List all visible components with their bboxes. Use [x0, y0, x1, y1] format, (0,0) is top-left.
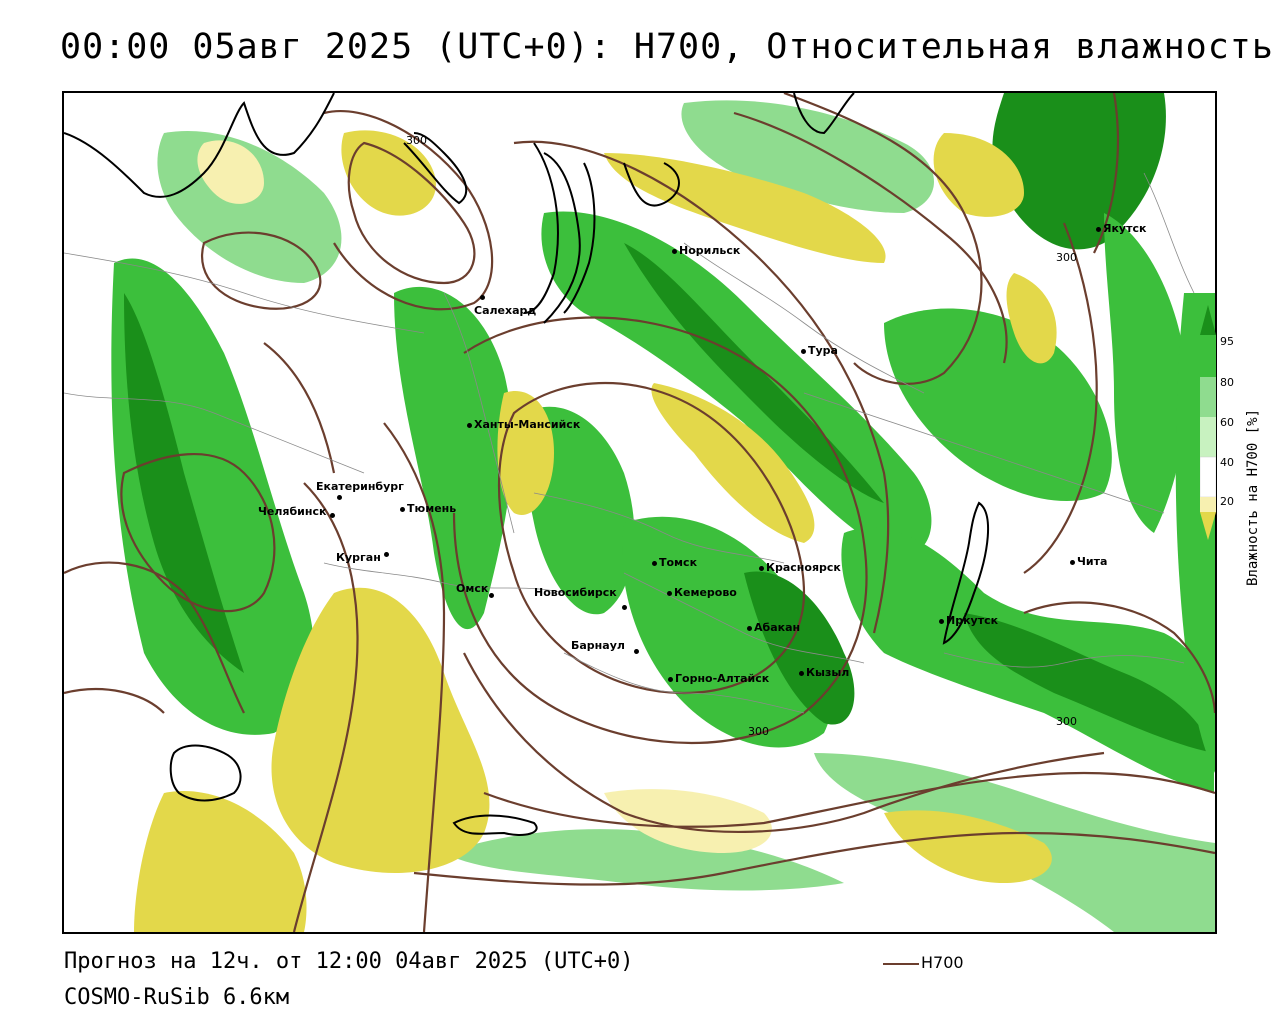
city-salekhard-label: Салехард	[474, 304, 537, 317]
city-tyumen: Тюмень	[400, 503, 456, 514]
city-dot-icon	[759, 565, 764, 571]
city-kurgan-label: Курган	[336, 551, 381, 564]
isoline-label: 300	[1056, 715, 1077, 728]
city-omsk	[489, 589, 496, 600]
city-dot-icon	[337, 494, 342, 500]
city-irkutsk: Иркутск	[939, 615, 998, 626]
city-dot-icon	[467, 422, 472, 428]
legend-band	[1200, 497, 1216, 512]
legend-bottom-arrow	[1200, 512, 1216, 540]
city-dot-icon	[652, 560, 657, 566]
legend-tick: 40	[1220, 456, 1234, 469]
city-barnaul	[634, 645, 641, 656]
map-field	[64, 93, 1215, 932]
city-dot-icon	[1096, 226, 1101, 232]
city-dot-icon	[622, 604, 627, 610]
legend-tick: 20	[1220, 495, 1234, 508]
region-borders	[64, 172, 1195, 714]
city-dot-icon	[668, 676, 673, 682]
legend-title: Влажность на Н700 [%]	[1245, 408, 1261, 586]
city-dot-icon	[747, 625, 752, 631]
legend-tick: 80	[1220, 376, 1234, 389]
city-tomsk: Томск	[652, 557, 697, 568]
city-omsk-label: Омск	[456, 582, 489, 595]
isoline-label: 300	[1056, 251, 1077, 264]
legend-band	[1200, 335, 1216, 377]
legend-band	[1200, 417, 1216, 457]
humidity-green-areas	[111, 93, 1215, 932]
forecast-info: Прогноз на 12ч. от 12:00 04авг 2025 (UTC…	[64, 949, 634, 974]
city-gorno-altaysk: Горно-Алтайск	[668, 673, 769, 684]
city-dot-icon	[400, 506, 405, 512]
model-name: COSMO-RuSib 6.6км	[64, 985, 290, 1010]
city-dot-icon	[667, 590, 672, 596]
city-dot-icon	[801, 348, 806, 354]
city-kemerovo: Кемерово	[667, 587, 737, 598]
city-barnaul-label: Барнаул	[571, 639, 625, 652]
city-salekhard	[480, 291, 487, 302]
city-dot-icon	[799, 670, 804, 676]
humidity-map[interactable]: Якутск Норильск Салехард Тура Ханты-Манс…	[62, 91, 1217, 934]
city-dot-icon	[330, 512, 335, 518]
city-novosibirsk	[622, 601, 629, 612]
city-chelyabinsk	[330, 509, 337, 520]
coastlines	[64, 93, 989, 836]
city-chita: Чита	[1070, 556, 1107, 567]
city-yekaterinburg	[337, 491, 344, 502]
legend-colorbar	[1200, 305, 1216, 540]
isoline-label: 300	[748, 725, 769, 738]
isoline-swatch-icon	[883, 962, 919, 965]
city-krasnoyarsk: Красноярск	[759, 562, 841, 573]
legend-band	[1200, 377, 1216, 417]
h700-isolines	[64, 93, 1215, 932]
city-yakutsk: Якутск	[1096, 223, 1146, 234]
city-novosibirsk-label: Новосибирск	[534, 586, 617, 599]
city-tura: Тура	[801, 345, 838, 356]
isoline-legend: Н700	[883, 955, 964, 971]
city-dot-icon	[384, 551, 389, 557]
isoline-label: 300	[406, 134, 427, 147]
city-kyzyl: Кызыл	[799, 667, 849, 678]
city-dot-icon	[634, 648, 639, 654]
legend-tick: 60	[1220, 416, 1234, 429]
city-norilsk: Норильск	[672, 245, 740, 256]
legend-top-arrow	[1200, 305, 1216, 335]
legend-band	[1200, 456, 1216, 498]
city-dot-icon	[480, 294, 485, 300]
city-chelyabinsk-label: Челябинск	[258, 505, 327, 518]
city-dot-icon	[489, 592, 494, 598]
map-title: 00:00 05авг 2025 (UTC+0): Н700, Относите…	[60, 27, 1274, 67]
city-dot-icon	[1070, 559, 1075, 565]
city-dot-icon	[672, 248, 677, 254]
city-khanty-mansiysk: Ханты-Мансийск	[467, 419, 580, 430]
humidity-yellow-areas	[134, 130, 1057, 932]
city-kurgan	[384, 548, 391, 559]
city-abakan: Абакан	[747, 622, 800, 633]
city-yekaterinburg-label: Екатеринбург	[316, 480, 404, 493]
legend-tick: 95	[1220, 335, 1234, 348]
city-dot-icon	[939, 618, 944, 624]
